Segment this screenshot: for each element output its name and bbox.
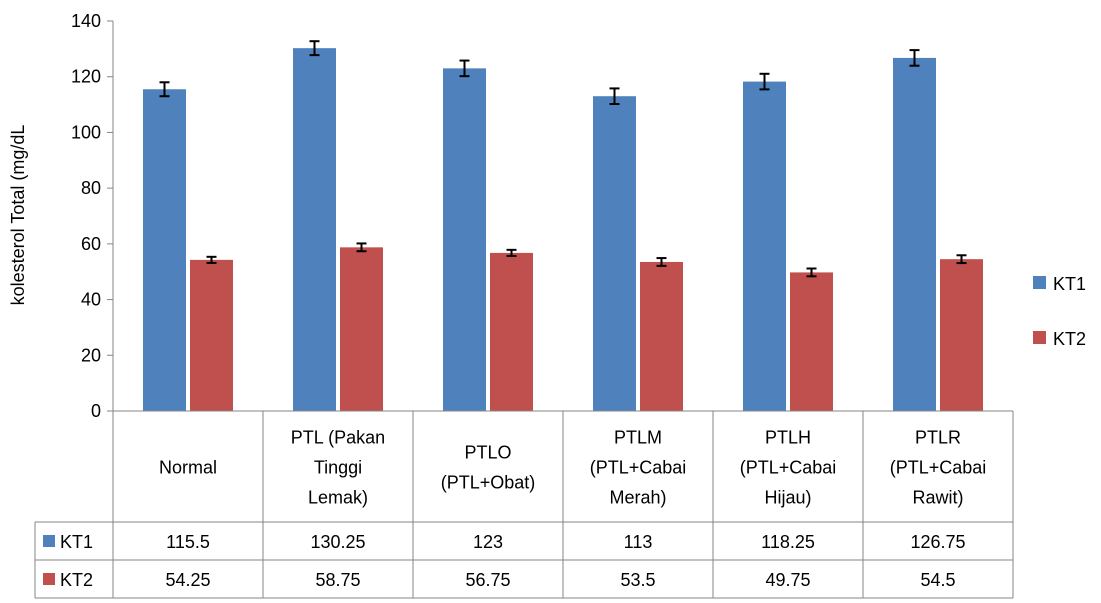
y-tick-label: 60 bbox=[81, 234, 101, 254]
error-bar bbox=[309, 40, 320, 57]
category-label-line: Hijau) bbox=[764, 488, 811, 508]
table-row-key-swatch bbox=[43, 535, 55, 547]
category-label: PTLM (PTL+Cabai Merah) bbox=[590, 428, 687, 508]
legend-swatch-kt1 bbox=[1033, 276, 1046, 289]
category-label: PTL (Pakan Tinggi Lemak) bbox=[291, 428, 385, 508]
category-label-line: (PTL+Cabai bbox=[740, 458, 837, 478]
table-row-header: KT2 bbox=[60, 570, 93, 590]
bar-kt2 bbox=[340, 247, 383, 411]
error-bar bbox=[759, 72, 770, 91]
error-bar bbox=[806, 267, 817, 278]
category-label-line: Lemak) bbox=[308, 488, 368, 508]
table-cell-value: 123 bbox=[473, 532, 503, 552]
category-label-line: Merah) bbox=[609, 488, 666, 508]
data-table: Normal PTL (Pakan Tinggi Lemak) PTLO (PTL+Oba… bbox=[34, 410, 1014, 599]
category-label-line: PTLR bbox=[915, 428, 961, 448]
table-cell-value: 118.25 bbox=[761, 532, 815, 552]
y-tick-label: 20 bbox=[81, 345, 101, 365]
y-tick-label: 120 bbox=[71, 67, 101, 87]
category-label: PTLR (PTL+Cabai Rawit) bbox=[890, 428, 987, 508]
bar-kt2 bbox=[190, 259, 233, 411]
table-row-key-swatch bbox=[43, 573, 55, 585]
table-row-header: KT1 bbox=[60, 532, 93, 552]
bar-kt2 bbox=[640, 261, 683, 411]
bar-kt2 bbox=[940, 259, 983, 411]
y-tick-label: 140 bbox=[71, 11, 101, 31]
category-label-line: Normal bbox=[159, 458, 217, 478]
category-label: Normal bbox=[159, 458, 217, 478]
table-cell-value: 49.75 bbox=[765, 570, 810, 590]
table-cell-value: 53.5 bbox=[620, 570, 655, 590]
category-label-line: Tinggi bbox=[314, 458, 362, 478]
y-axis-ticks: 0 20 40 60 80 100 120 140 bbox=[71, 11, 114, 421]
error-bar bbox=[356, 242, 367, 253]
bar-kt1 bbox=[443, 68, 486, 411]
table-cell-value: 56.75 bbox=[465, 570, 510, 590]
category-label: PTLH (PTL+Cabai Hijau) bbox=[740, 428, 837, 508]
bar-kt1 bbox=[743, 81, 786, 411]
y-tick-label: 100 bbox=[71, 122, 101, 142]
table-cell-value: 54.25 bbox=[165, 570, 210, 590]
category-label-line: PTLM bbox=[614, 428, 662, 448]
table-cell-value: 126.75 bbox=[910, 532, 965, 552]
bar-kt2 bbox=[790, 272, 833, 411]
bar-kt2 bbox=[490, 252, 533, 411]
error-bar bbox=[206, 255, 217, 264]
category-label-line: PTLO bbox=[464, 443, 511, 463]
category-label-line: (PTL+Cabai bbox=[590, 458, 687, 478]
category-label: PTLO (PTL+Obat) bbox=[441, 443, 536, 493]
category-label-line: PTLH bbox=[765, 428, 811, 448]
table-cell-value: 54.5 bbox=[920, 570, 955, 590]
error-bar bbox=[609, 87, 620, 106]
error-bar bbox=[506, 248, 517, 257]
error-bar bbox=[159, 81, 170, 98]
bar-kt1 bbox=[893, 57, 936, 412]
error-bar bbox=[956, 254, 967, 265]
bar-kt1 bbox=[143, 89, 186, 411]
legend-label-kt2: KT2 bbox=[1053, 329, 1086, 349]
legend-label-kt1: KT1 bbox=[1053, 274, 1086, 294]
y-tick-label: 40 bbox=[81, 290, 101, 310]
category-label-line: (PTL+Cabai bbox=[890, 458, 987, 478]
table-cell-value: 58.75 bbox=[315, 570, 360, 590]
y-tick-label: 80 bbox=[81, 178, 101, 198]
category-label-line: (PTL+Obat) bbox=[441, 473, 536, 493]
table-cell-value: 115.5 bbox=[166, 532, 210, 552]
category-label-line: PTL (Pakan bbox=[291, 428, 385, 448]
category-label-line: Rawit) bbox=[912, 488, 963, 508]
y-tick-label: 0 bbox=[91, 401, 101, 421]
error-bar bbox=[909, 49, 920, 67]
bars bbox=[143, 40, 983, 412]
bar-kt1 bbox=[593, 96, 636, 411]
error-bar bbox=[656, 257, 667, 267]
table-cell-value: 113 bbox=[624, 532, 653, 552]
y-axis-title: kolesterol Total (mg/dL bbox=[8, 125, 28, 306]
bar-kt1 bbox=[293, 48, 336, 412]
table-cell-value: 130.25 bbox=[310, 532, 365, 552]
legend: KT1 KT2 bbox=[1033, 274, 1086, 349]
error-bar bbox=[459, 59, 470, 78]
legend-swatch-kt2 bbox=[1033, 331, 1046, 344]
